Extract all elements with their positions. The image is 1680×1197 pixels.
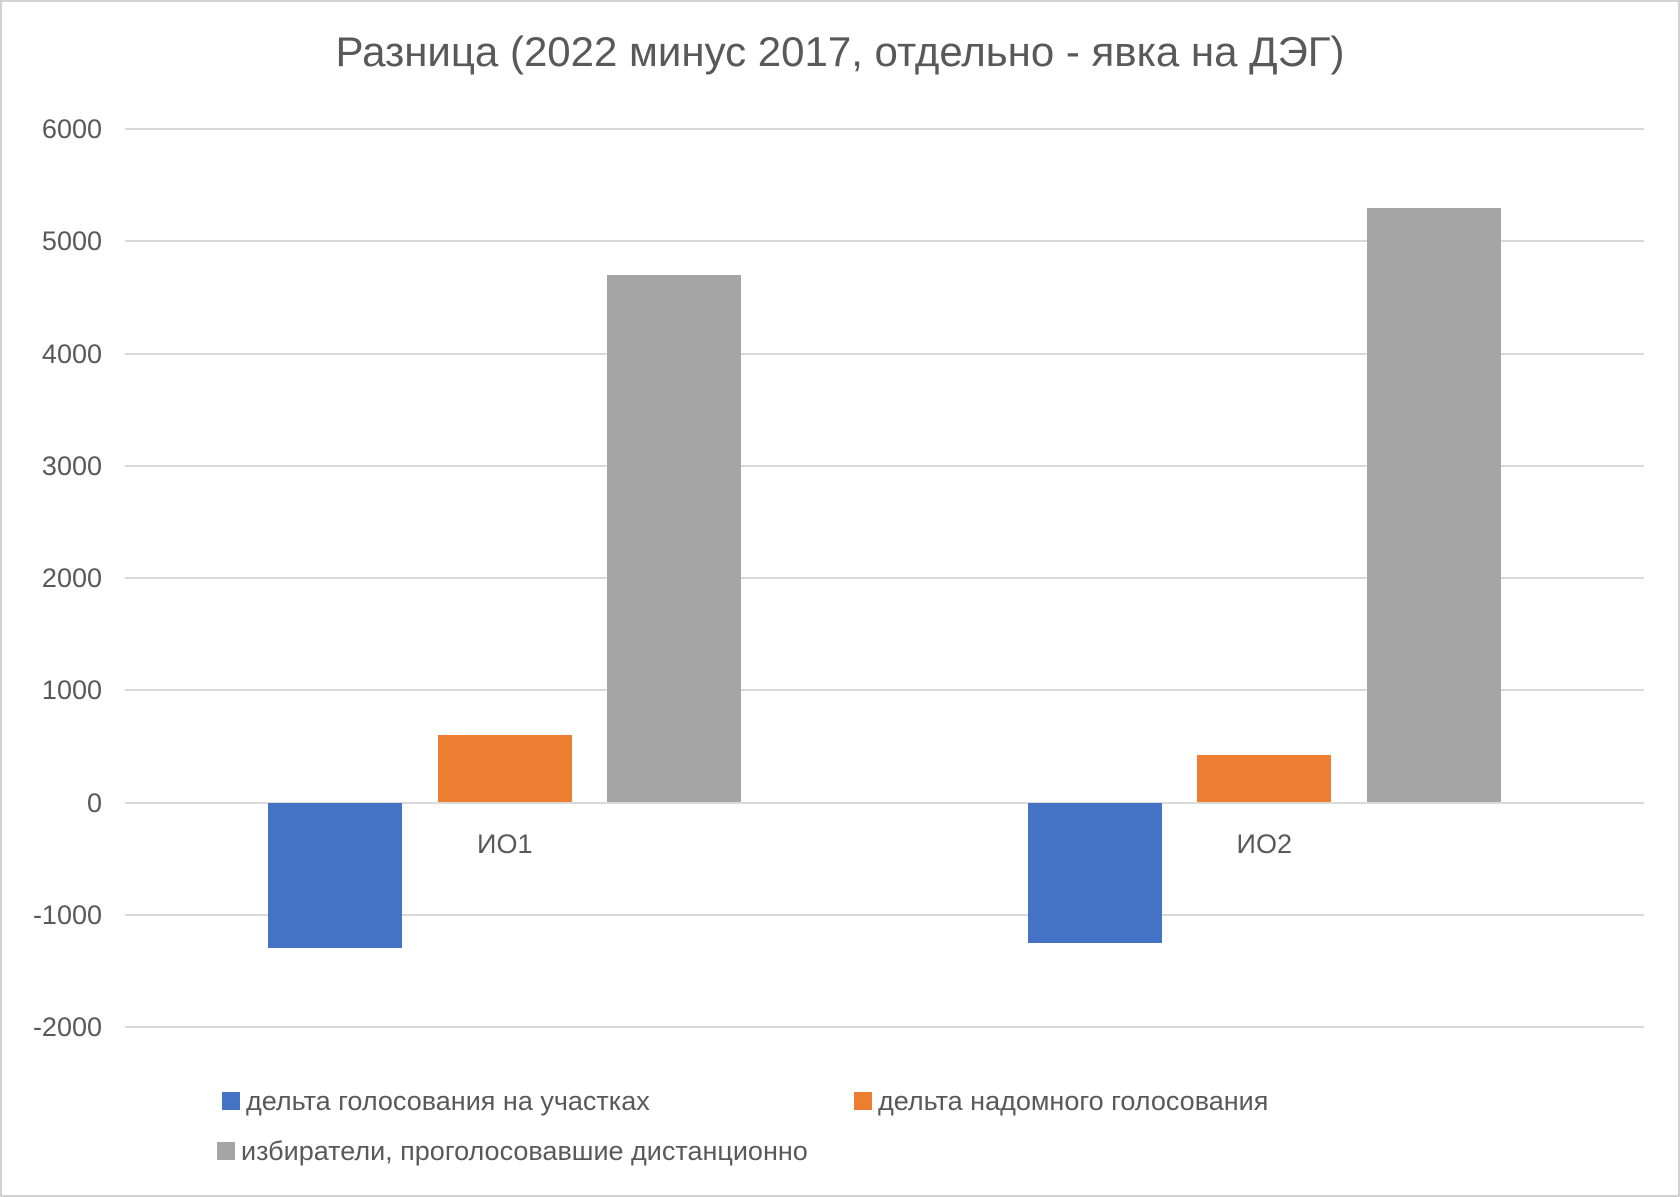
bar-c1-s2 — [1366, 207, 1501, 803]
bar-c1-s0 — [1027, 802, 1162, 943]
category-label: ИО2 — [1236, 829, 1292, 859]
legend-swatch — [217, 1142, 235, 1160]
y-axis-tick-label: 3000 — [41, 450, 102, 481]
bar-c1-s1 — [1197, 755, 1332, 803]
legend-label: дельта надомного голосования — [878, 1086, 1269, 1116]
gridline — [125, 577, 1644, 579]
y-axis-tick-label: 5000 — [41, 226, 102, 257]
legend-item: дельта надомного голосования — [854, 1086, 1268, 1116]
gridline — [125, 128, 1644, 130]
bar-c0-s1 — [437, 735, 572, 803]
category-label: ИО1 — [477, 829, 533, 859]
y-axis-tick-label: -2000 — [32, 1012, 102, 1042]
legend-item: дельта голосования на участках — [222, 1086, 650, 1116]
y-axis-tick-label: 4000 — [41, 338, 102, 369]
legend-swatch — [222, 1092, 240, 1110]
bar-c0-s2 — [607, 274, 742, 803]
bar-c0-s0 — [268, 802, 403, 949]
gridline — [125, 913, 1644, 916]
gridline — [125, 240, 1644, 243]
gridline — [125, 352, 1644, 355]
gridline — [125, 1026, 1644, 1028]
legend-label: избиратели, проголосовавшие дистанционно — [241, 1136, 808, 1166]
chart-title: Разница (2022 минус 2017, отдельно - явк… — [335, 28, 1345, 75]
y-axis-tick-label: 6000 — [41, 114, 102, 144]
gridline — [125, 801, 1644, 804]
legend-swatch — [854, 1092, 872, 1110]
legend-label: дельта голосования на участках — [246, 1086, 650, 1116]
gridline — [125, 689, 1644, 692]
y-axis-tick-label: 2000 — [41, 563, 102, 593]
y-axis-tick-label: 0 — [86, 787, 102, 818]
y-axis-tick-label: -1000 — [32, 899, 102, 930]
gridline — [125, 464, 1644, 467]
legend-item: избиратели, проголосовавшие дистанционно — [217, 1136, 808, 1166]
y-axis-tick-label: 1000 — [41, 675, 102, 706]
